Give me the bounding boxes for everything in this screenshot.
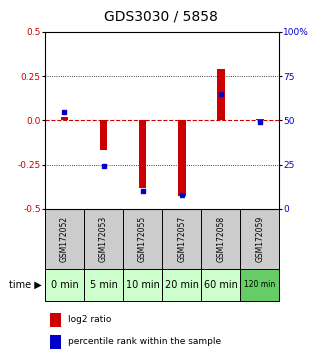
Text: 60 min: 60 min bbox=[204, 280, 238, 290]
Text: GDS3030 / 5858: GDS3030 / 5858 bbox=[104, 9, 217, 23]
Text: percentile rank within the sample: percentile rank within the sample bbox=[68, 337, 221, 346]
Text: GSM172058: GSM172058 bbox=[216, 216, 225, 262]
Text: 120 min: 120 min bbox=[244, 280, 275, 290]
Text: GSM172057: GSM172057 bbox=[177, 216, 186, 262]
Bar bbox=[217, 69, 225, 120]
Text: 0 min: 0 min bbox=[51, 280, 78, 290]
Bar bbox=[50, 335, 61, 349]
Text: 10 min: 10 min bbox=[126, 280, 160, 290]
Bar bbox=[50, 313, 61, 327]
Text: time ▶: time ▶ bbox=[9, 280, 42, 290]
Bar bbox=[240, 269, 279, 301]
Bar bbox=[100, 120, 108, 150]
Bar bbox=[178, 120, 186, 196]
Bar bbox=[162, 269, 201, 301]
Text: GSM172055: GSM172055 bbox=[138, 216, 147, 262]
Bar bbox=[84, 269, 123, 301]
Text: log2 ratio: log2 ratio bbox=[68, 315, 112, 324]
Text: GSM172053: GSM172053 bbox=[99, 216, 108, 262]
Text: 5 min: 5 min bbox=[90, 280, 117, 290]
Bar bbox=[61, 117, 68, 120]
Bar bbox=[256, 119, 264, 120]
Bar bbox=[139, 120, 146, 188]
Text: GSM172059: GSM172059 bbox=[255, 216, 264, 262]
Text: GSM172052: GSM172052 bbox=[60, 216, 69, 262]
Text: 20 min: 20 min bbox=[165, 280, 199, 290]
Bar bbox=[123, 269, 162, 301]
Bar bbox=[201, 269, 240, 301]
Bar bbox=[45, 269, 84, 301]
